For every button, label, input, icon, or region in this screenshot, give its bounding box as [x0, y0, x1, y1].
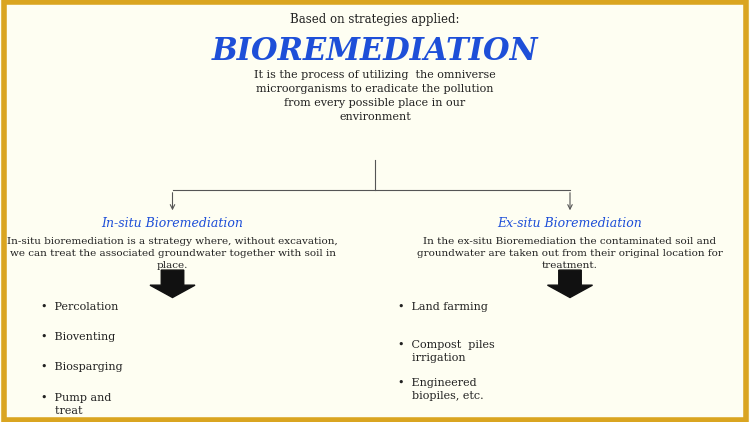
Text: •  Land farming: • Land farming — [398, 302, 488, 312]
Text: In-situ Bioremediation: In-situ Bioremediation — [101, 217, 244, 230]
Text: In the ex-situ Bioremediation the contaminated soil and
groundwater are taken ou: In the ex-situ Bioremediation the contam… — [417, 237, 723, 270]
Text: In-situ bioremediation is a strategy where, without excavation,
we can treat the: In-situ bioremediation is a strategy whe… — [8, 237, 338, 270]
Text: BIOREMEDIATION: BIOREMEDIATION — [211, 36, 538, 67]
Polygon shape — [548, 270, 592, 298]
Text: Ex-situ Bioremediation: Ex-situ Bioremediation — [498, 217, 642, 230]
Text: •  Pump and
    treat: • Pump and treat — [41, 393, 112, 416]
Text: •  Percolation: • Percolation — [41, 302, 118, 312]
Text: •  Biosparging: • Biosparging — [41, 362, 123, 373]
Text: •  Compost  piles
    irrigation: • Compost piles irrigation — [398, 340, 494, 363]
Text: •  Bioventing: • Bioventing — [41, 332, 116, 342]
Polygon shape — [150, 270, 195, 298]
Text: Based on strategies applied:: Based on strategies applied: — [290, 13, 460, 26]
Text: It is the process of utilizing  the omniverse
microorganisms to eradicate the po: It is the process of utilizing the omniv… — [254, 70, 496, 122]
Text: •  Engineered
    biopiles, etc.: • Engineered biopiles, etc. — [398, 378, 483, 401]
